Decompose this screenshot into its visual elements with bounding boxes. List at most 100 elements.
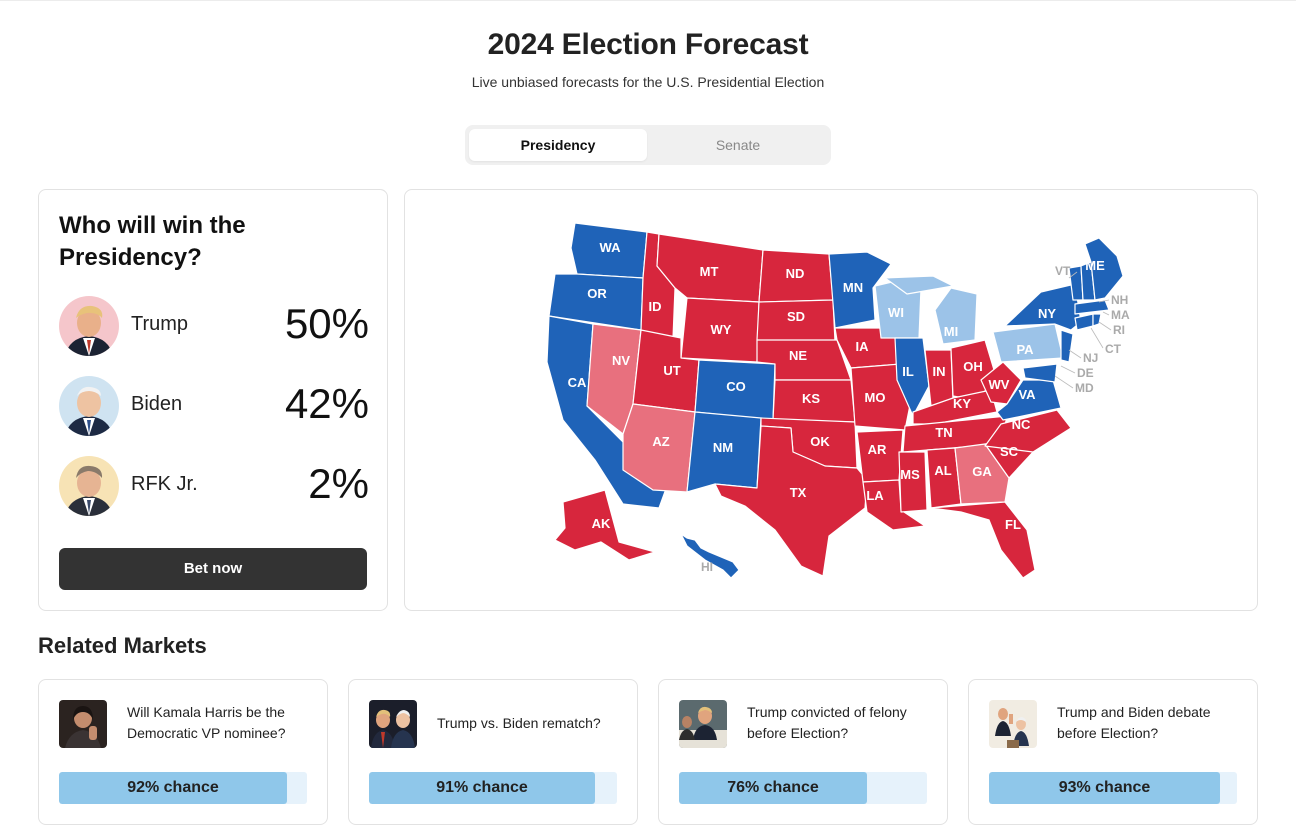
market-thumbnail: [989, 700, 1037, 748]
label-vt: VT: [1055, 264, 1071, 278]
candidate-percent: 42%: [284, 380, 369, 427]
chance-label: 93% chance: [1058, 779, 1151, 796]
market-question: Will Kamala Harris be the Democratic VP …: [127, 704, 286, 741]
label-ak: AK: [592, 516, 611, 531]
state-fl: [930, 501, 1036, 579]
label-co: CO: [726, 379, 746, 394]
state-ri: [1092, 313, 1102, 327]
state-mo: [850, 363, 912, 431]
chance-bar: 93% chance: [989, 772, 1237, 804]
related-markets-title: Related Markets: [38, 633, 207, 658]
label-hi: HI: [701, 560, 713, 574]
tab-senate[interactable]: Senate: [715, 137, 761, 153]
candidate-name: Biden: [131, 393, 183, 415]
label-mn: MN: [843, 280, 863, 295]
label-nv: NV: [612, 353, 630, 368]
label-ri: RI: [1113, 323, 1125, 337]
label-ar: AR: [868, 442, 887, 457]
page-title: 2024 Election Forecast: [487, 28, 809, 61]
state-la: [862, 479, 926, 531]
state-wv: [980, 361, 1022, 405]
candidate-percent: 50%: [284, 300, 369, 347]
label-ny: NY: [1038, 306, 1056, 321]
trump-avatar: [59, 296, 119, 356]
label-pa: PA: [1016, 342, 1034, 357]
label-ca: CA: [568, 375, 587, 390]
bet-now-button[interactable]: Bet now: [59, 548, 367, 590]
market-question: Trump convicted of felony before Electio…: [747, 704, 907, 741]
label-ia: IA: [856, 339, 870, 354]
label-in: IN: [933, 364, 946, 379]
label-wa: WA: [600, 240, 622, 255]
us-electoral-map: WA OR CA ID NV MT WY UT AZ CO NM ND SD N…: [546, 222, 1130, 579]
market-thumbnail: [369, 700, 417, 748]
state-nj: [1060, 329, 1074, 363]
race-tabs: Presidency Senate: [465, 125, 831, 165]
label-az: AZ: [652, 434, 669, 449]
label-sd: SD: [787, 309, 805, 324]
market-thumbnail: [59, 700, 107, 748]
state-nc: [984, 409, 1072, 453]
electoral-map-card: WA OR CA ID NV MT WY UT AZ CO NM ND SD N…: [404, 189, 1258, 611]
label-ks: KS: [802, 391, 820, 406]
chance-bar: 91% chance: [369, 772, 617, 804]
chance-bar-fill: [369, 772, 595, 804]
label-ma: MA: [1111, 308, 1130, 322]
label-ky: KY: [953, 396, 971, 411]
candidate-row-rfk[interactable]: RFK Jr. 2%: [59, 456, 369, 518]
market-question: Trump vs. Biden rematch?: [437, 715, 601, 731]
presidency-forecast-card: Who will win the Presidency? Trump 50%: [38, 189, 388, 611]
state-ma: [1074, 299, 1110, 315]
top-divider: [0, 0, 1296, 1]
label-mt: MT: [700, 264, 719, 279]
candidate-row-trump[interactable]: Trump 50%: [59, 296, 369, 358]
state-ak: [554, 489, 656, 561]
market-card[interactable]: Trump convicted of felony before Electio…: [658, 679, 948, 825]
label-tx: TX: [790, 485, 807, 500]
state-mi: [934, 287, 978, 345]
state-md: [1022, 363, 1058, 383]
label-nj: NJ: [1083, 351, 1098, 365]
label-wy: WY: [711, 322, 732, 337]
label-nm: NM: [713, 440, 733, 455]
market-thumbnail: [679, 700, 727, 748]
label-il: IL: [902, 364, 914, 379]
state-tx: [714, 425, 868, 577]
chance-label: 76% chance: [727, 779, 819, 796]
tab-presidency[interactable]: Presidency: [469, 129, 647, 161]
market-card[interactable]: Trump and Biden debate before Election? …: [968, 679, 1258, 825]
label-la: LA: [866, 488, 884, 503]
label-nc: NC: [1012, 417, 1031, 432]
label-de: DE: [1077, 366, 1094, 380]
label-al: AL: [934, 463, 951, 478]
state-mi-upper: [884, 275, 954, 295]
label-ut: UT: [663, 363, 680, 378]
chance-bar-fill: [59, 772, 287, 804]
chance-bar: 76% chance: [679, 772, 927, 804]
candidate-row-biden[interactable]: Biden 42%: [59, 376, 369, 438]
label-oh: OH: [963, 359, 983, 374]
label-wi: WI: [888, 305, 904, 320]
label-ok: OK: [810, 434, 830, 449]
state-me: [1084, 237, 1124, 301]
market-card[interactable]: Will Kamala Harris be the Democratic VP …: [38, 679, 328, 825]
label-fl: FL: [1005, 517, 1021, 532]
forecast-question: Who will win the Presidency?: [59, 212, 246, 271]
label-me: ME: [1085, 258, 1105, 273]
chance-bar-fill: [989, 772, 1220, 804]
label-mi: MI: [944, 324, 958, 339]
label-ms: MS: [900, 467, 920, 482]
label-va: VA: [1018, 387, 1036, 402]
label-ct: CT: [1105, 342, 1122, 356]
label-mo: MO: [865, 390, 886, 405]
label-md: MD: [1075, 381, 1094, 395]
market-question: Trump and Biden debate before Election?: [1057, 704, 1211, 741]
market-card[interactable]: Trump vs. Biden rematch? 91% chance: [348, 679, 638, 825]
chance-bar-fill: [679, 772, 867, 804]
page-subtitle: Live unbiased forecasts for the U.S. Pre…: [471, 74, 825, 90]
candidate-name: Trump: [131, 313, 189, 335]
label-nh: NH: [1111, 293, 1128, 307]
label-or: OR: [587, 286, 607, 301]
label-id: ID: [649, 299, 662, 314]
state-ms: [898, 451, 928, 513]
